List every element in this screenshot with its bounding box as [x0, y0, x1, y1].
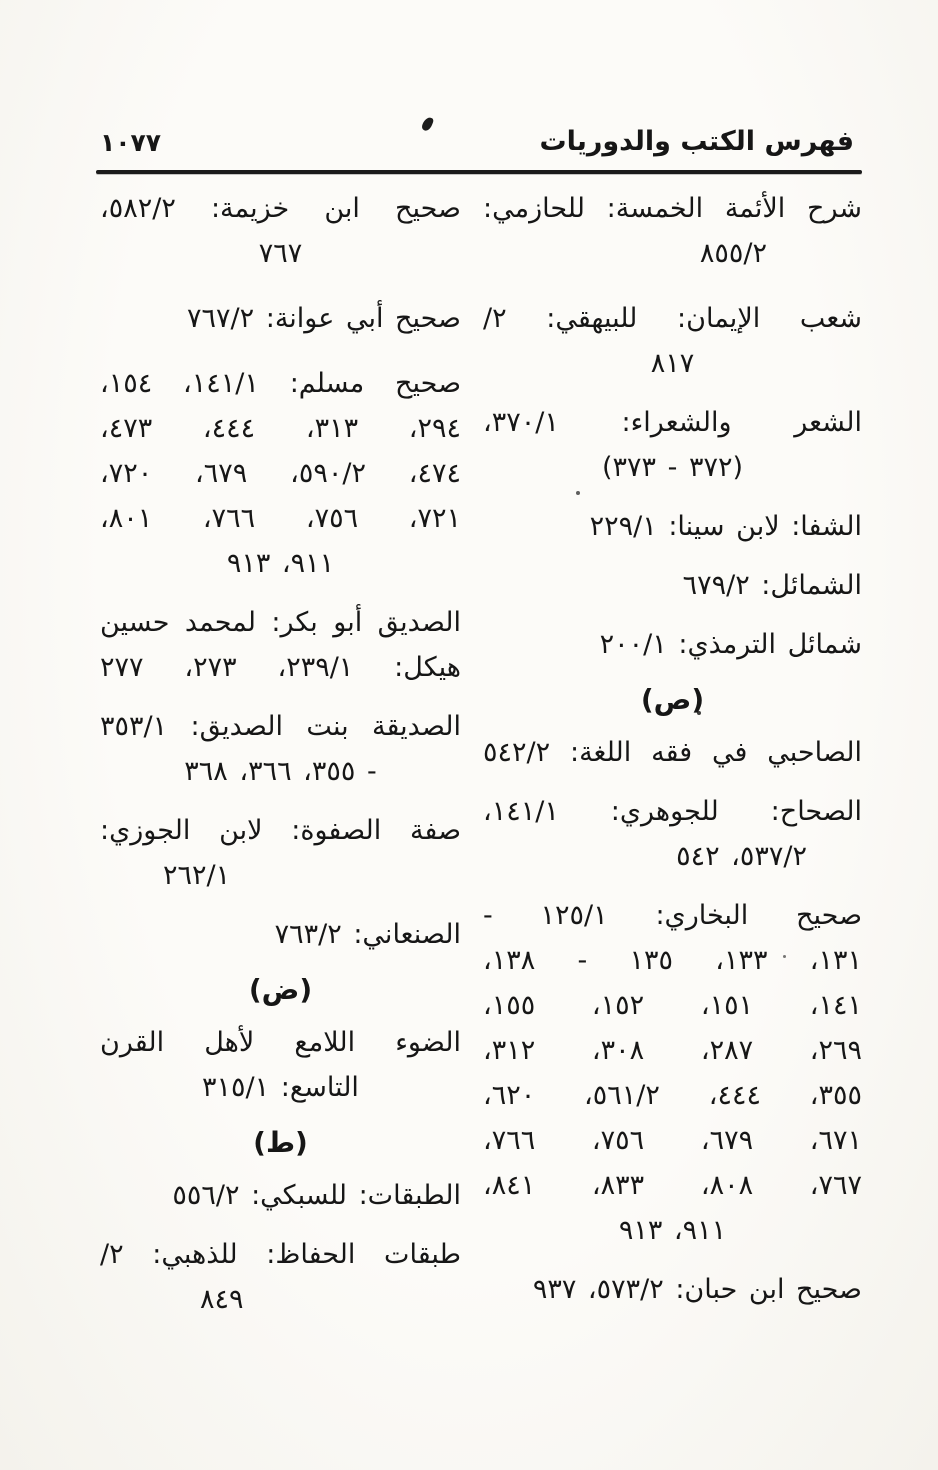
index-entry-title-line: صفة الصفوة: لابن الجوزي:: [100, 815, 461, 846]
index-entry-refs-line: ٨٥٥/٢: [699, 238, 767, 269]
index-entry-title-line: شرح الأئمة الخمسة: للحازمي:: [483, 193, 862, 224]
index-entry-title-line: الضوء اللامع لأهل القرن: [100, 1027, 461, 1058]
index-entry-refs-line: ١٣١، ١٣٣، ١٣٥ - ١٣٨،: [483, 945, 863, 976]
index-entry-refs-line: ٧٦٧، ٨٠٨، ٨٣٣، ٨٤١،: [483, 1170, 862, 1201]
section-letter-heading: (ض): [248, 973, 313, 1006]
index-entry-title-line: شمائل الترمذي: ٢٠٠/١: [599, 629, 862, 660]
scan-artifact: [697, 711, 701, 715]
section-letter-heading: (ص): [640, 683, 705, 716]
index-entry-title-line: صحيح ابن حبان: ٥٧٣/٢، ٩٣٧: [532, 1274, 862, 1305]
index-entry-title-line: الصاحبي في فقه اللغة: ٥٤٢/٢: [483, 737, 862, 768]
section-letter-heading: (ط): [253, 1126, 308, 1159]
index-entry-refs-line: - ٣٥٥، ٣٦٦، ٣٦٨: [184, 756, 377, 787]
index-entry-refs-line: التاسع: ٣١٥/١: [202, 1072, 359, 1103]
page-header: ١٠٧٧ فهرس الكتب والدوريات: [0, 0, 938, 157]
index-entry-title-line: طبقات الحفاظ: للذهبي: ٢/: [100, 1239, 461, 1270]
index-entry-refs-line: ٧٦٧: [258, 238, 303, 269]
index-entry-title-line: الصحاح: للجوهري: ١٤١/١،: [483, 796, 862, 827]
index-entry-title-line: الصديق أبو بكر: لمحمد حسين: [100, 607, 461, 638]
index-columns: شرح الأئمة الخمسة: للحازمي: ٨٥٥/٢ شعب ال…: [0, 174, 938, 1322]
index-entry-refs-line: ٢٦٩، ٢٨٧، ٣٠٨، ٣١٢،: [483, 1035, 862, 1066]
index-entry-refs-line: ٢٩٤، ٣١٣، ٤٤٤، ٤٧٣،: [100, 413, 461, 444]
index-column-right: شرح الأئمة الخمسة: للحازمي: ٨٥٥/٢ شعب ال…: [483, 186, 862, 1322]
index-entry-refs-line: ٤٧٤، ٥٩٠/٢، ٦٧٩، ٧٢٠،: [100, 458, 462, 489]
index-entry-refs-line: ٨١٧: [650, 348, 695, 379]
index-entry-title-line: صحيح مسلم: ١٤١/١، ١٥٤،: [100, 368, 461, 399]
header-rule: [96, 170, 862, 174]
index-entry-refs-line: ٢٦٢/١: [163, 860, 231, 891]
index-entry-refs-line: ٩١١، ٩١٣: [226, 548, 335, 579]
index-column-left: صحيح ابن خزيمة: ٥٨٢/٢، ٧٦٧ صحيح أبي عوان…: [100, 186, 461, 1322]
index-entry-refs-line: ٩١١، ٩١٣: [618, 1215, 727, 1246]
index-entry-refs-line: ٧٢١، ٧٥٦، ٧٦٦، ٨٠١،: [100, 503, 461, 534]
index-entry-refs-line: (٣٧٢ - ٣٧٣): [601, 452, 744, 483]
index-entry-title-line: الشعر والشعراء: ٣٧٠/١،: [483, 407, 862, 438]
index-entry-title-line: الشفا: لابن سينا: ٢٢٩/١: [589, 511, 862, 542]
index-entry-refs-line: ٦٧١، ٦٧٩، ٧٥٦، ٧٦٦،: [483, 1125, 862, 1156]
index-entry-title-line: صحيح البخاري: ١٢٥/١ -: [483, 900, 862, 931]
index-entry-title-line: شعب الإيمان: للبيهقي: ٢/: [483, 303, 862, 334]
index-entry-title-line: الطبقات: للسبكي: ٥٥٦/٢: [172, 1180, 461, 1211]
index-entry-refs-line: ٨٤٩: [200, 1284, 244, 1315]
index-entry-title-line: الشمائل: ٦٧٩/٢: [682, 570, 862, 601]
scan-artifact: [576, 491, 580, 495]
index-entry-title-line: الصنعاني: ٧٦٣/٢: [274, 919, 461, 950]
index-entry-refs-line: ٣٥٥، ٤٤٤، ٥٦١/٢، ٦٢٠،: [483, 1080, 863, 1111]
index-entry-title-line: صحيح أبي عوانة: ٧٦٧/٢: [187, 303, 461, 334]
index-entry-title-line: الصديقة بنت الصديق: ٣٥٣/١: [100, 711, 461, 742]
index-entry-title-line: صحيح ابن خزيمة: ٥٨٢/٢،: [100, 193, 461, 224]
index-entry-refs-line: ٥٣٧/٢، ٥٤٢: [676, 841, 807, 872]
index-entry-refs-line: ١٤١، ١٥١، ١٥٢، ١٥٥،: [483, 990, 862, 1021]
index-entry-refs-line: هيكل: ٢٣٩/١، ٢٧٣، ٢٧٧: [100, 652, 461, 683]
page-title: فهرس الكتب والدوريات: [539, 126, 854, 157]
page-number: ١٠٧٧: [100, 128, 162, 157]
scan-artifact: [783, 955, 786, 958]
